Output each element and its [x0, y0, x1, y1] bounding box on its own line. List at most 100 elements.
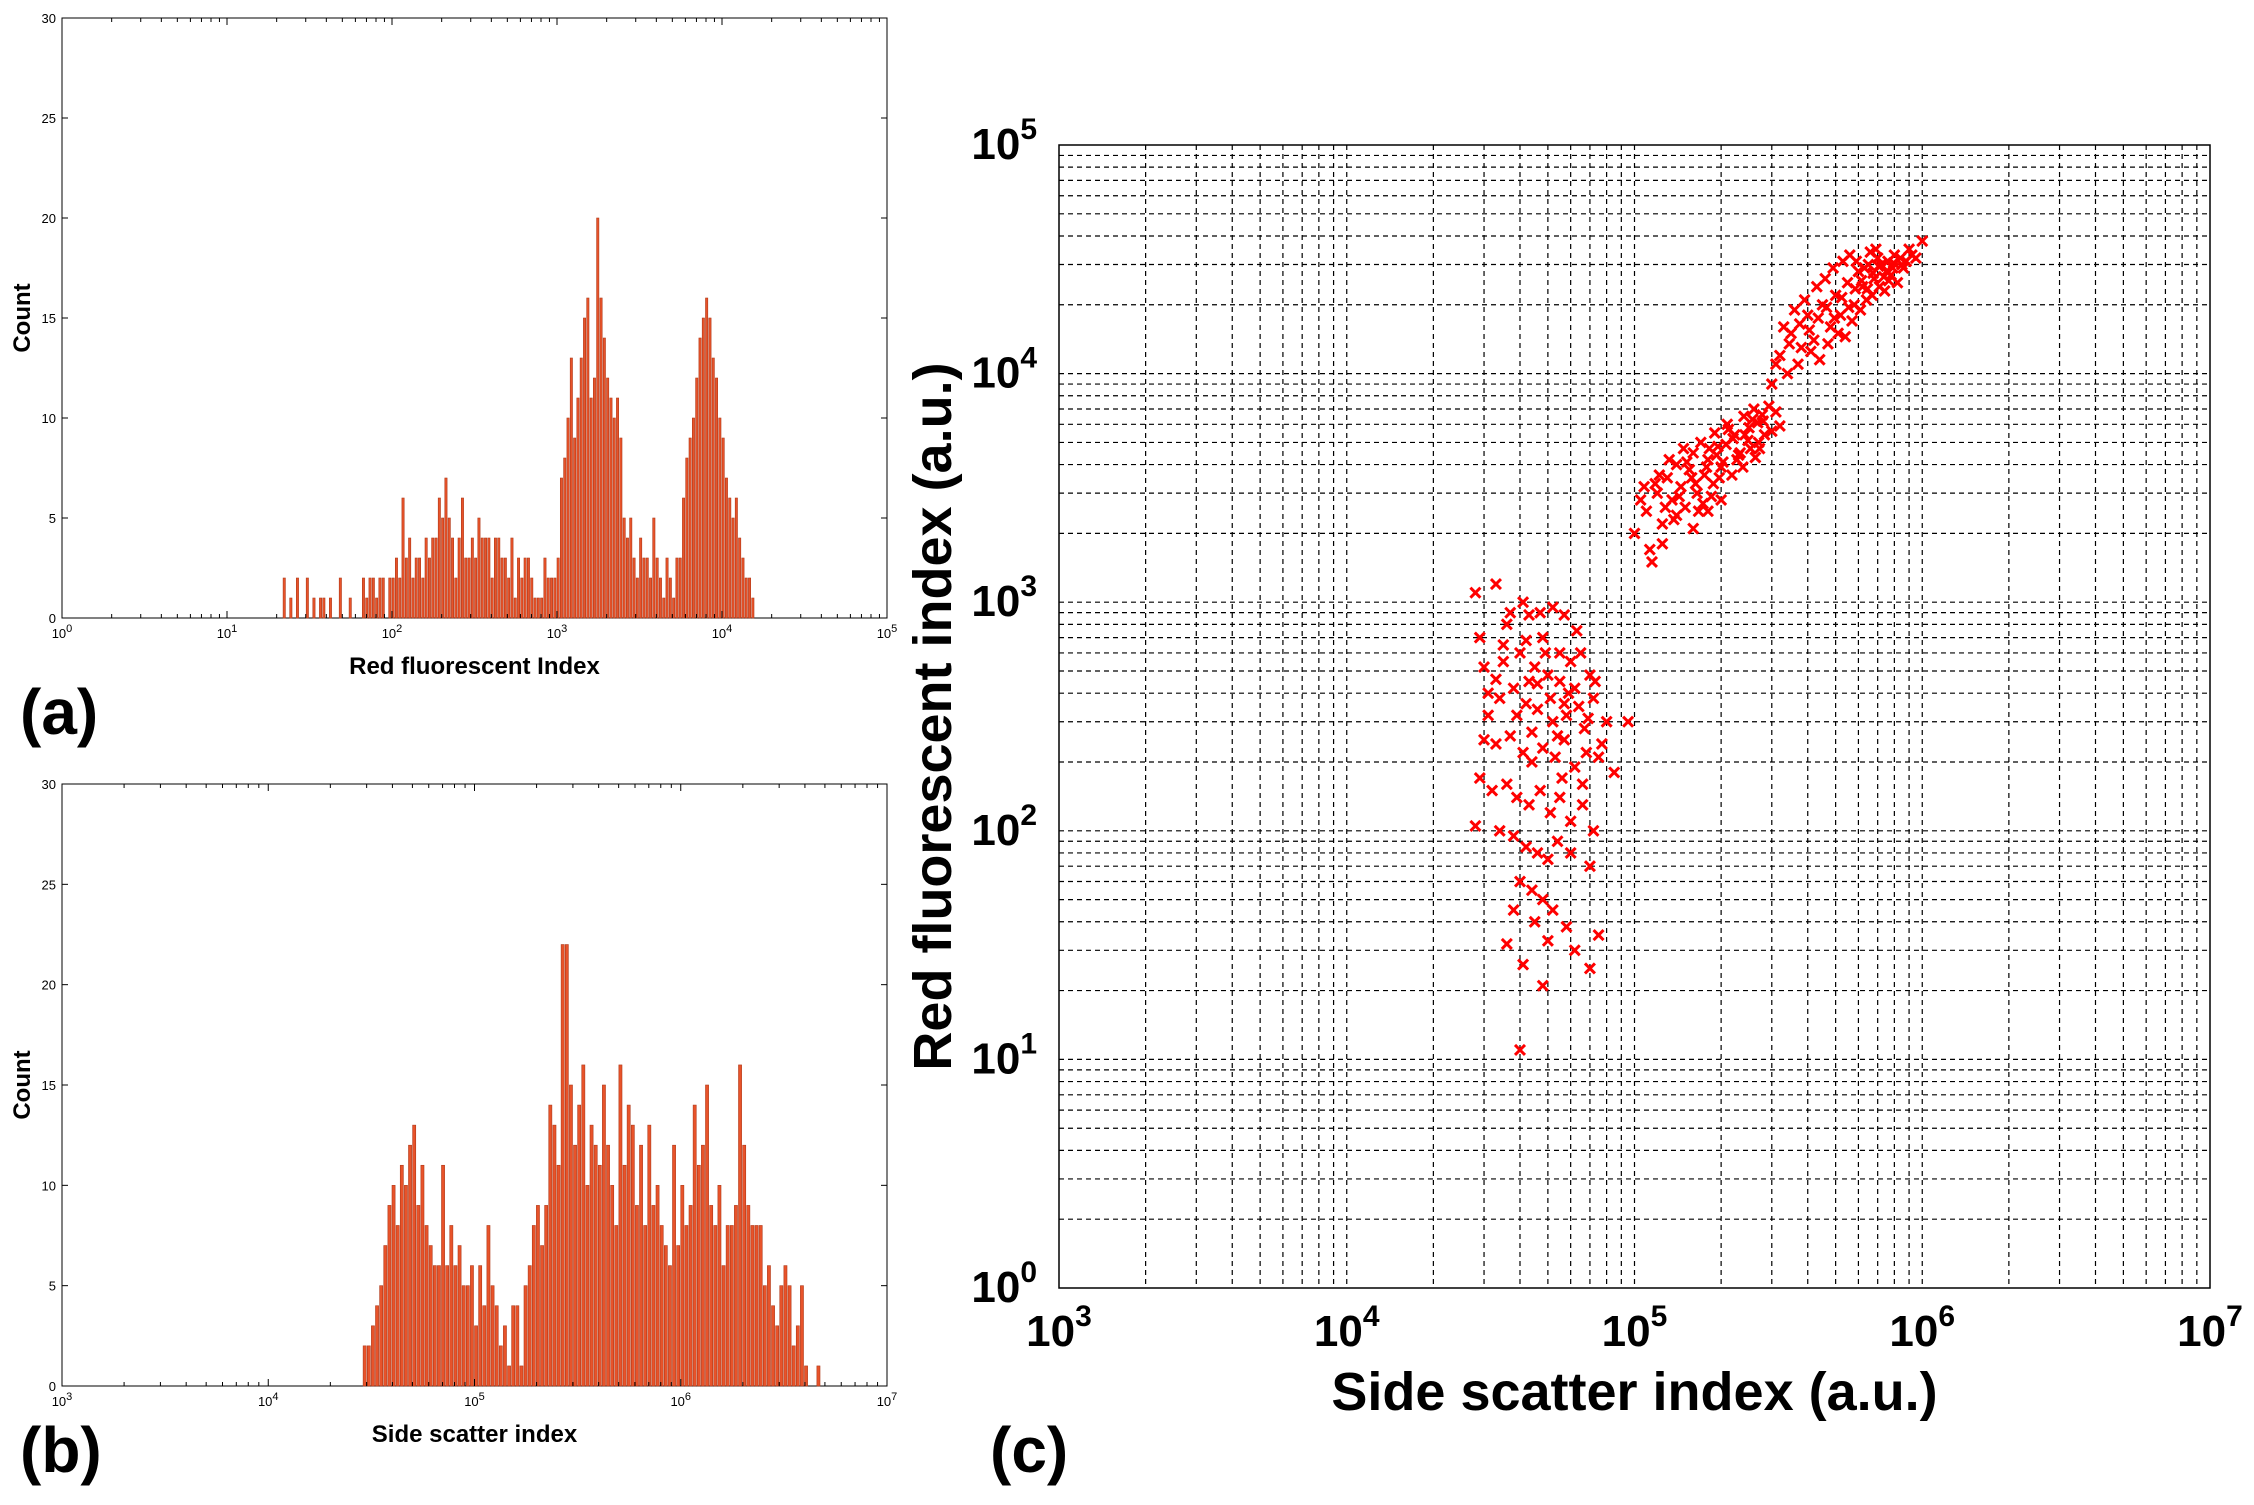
scatter-point-stroke	[1645, 555, 1659, 569]
histogram-bar	[474, 1325, 478, 1387]
scatter-point	[1497, 655, 1510, 668]
scatter-point-stroke	[1555, 772, 1569, 785]
scatter-point	[1651, 487, 1664, 500]
histogram-bar	[544, 1205, 549, 1387]
histogram-bar	[404, 1185, 408, 1387]
x-tick-label: 107	[877, 1391, 898, 1409]
x-axis-label: Red fluorescent Index	[349, 653, 600, 680]
scatter-point	[1852, 265, 1865, 278]
histogram-bar	[655, 1185, 660, 1387]
histogram-bar	[659, 1225, 664, 1387]
scatter-point-stroke	[1525, 755, 1538, 769]
scatter-point	[1493, 824, 1506, 837]
scatter-point-stroke	[1765, 377, 1778, 391]
scatter-point-stroke	[1852, 265, 1865, 278]
histogram-a: 0 5 10 15 20 25 30 100 101 102 103 104 105 Red fluore…	[9, 11, 897, 680]
scatter-point	[1828, 311, 1841, 325]
scatter-point-stroke	[1795, 341, 1808, 354]
histogram-bar	[388, 577, 392, 619]
histogram-bar	[546, 577, 550, 619]
scatter-point-stroke	[1677, 442, 1690, 455]
histogram-bar	[418, 557, 421, 619]
histogram-bar	[523, 1285, 528, 1387]
scatter-point-stroke	[1773, 349, 1786, 362]
scatter-point	[1821, 337, 1834, 350]
y-tick-label: 101	[971, 1027, 1037, 1083]
scatter-point	[1691, 487, 1704, 500]
scatter-point-stroke	[1489, 578, 1503, 591]
scatter-point	[1713, 471, 1726, 484]
scatter-point-stroke	[1737, 410, 1750, 423]
histogram-bar	[602, 337, 606, 619]
scatter-point-stroke	[1536, 631, 1549, 644]
x-tick-label: 106	[1889, 1300, 1955, 1356]
scatter-point-stroke	[1820, 301, 1833, 314]
histogram-bar	[734, 497, 738, 619]
scatter-point-stroke	[1638, 480, 1651, 493]
scatter-point-stroke	[1781, 367, 1794, 380]
histogram-bar	[507, 577, 511, 619]
scatter-point	[1534, 606, 1547, 619]
scatter-point	[1803, 324, 1816, 337]
scatter-point-stroke	[1576, 778, 1589, 791]
scatter-point	[1582, 712, 1595, 725]
histogram-bar	[536, 1205, 540, 1387]
scatter-point-stroke	[1716, 456, 1730, 469]
histogram-bar	[729, 1225, 734, 1387]
scatter-point-stroke	[1572, 700, 1585, 713]
scatter-point	[1469, 819, 1482, 833]
scatter-point-stroke	[1788, 303, 1801, 316]
scatter-point-stroke	[1656, 517, 1669, 530]
panel-label-a: (a)	[20, 676, 99, 748]
scatter-point	[1572, 700, 1585, 713]
histogram-bar	[517, 557, 521, 619]
histogram-bar	[477, 517, 481, 619]
histogram-bar	[550, 577, 554, 619]
scatter-point	[1536, 742, 1549, 755]
scatter-point	[1531, 703, 1544, 716]
scatter-point	[1473, 772, 1486, 785]
histogram-bar	[750, 1225, 755, 1387]
x-tick-label: 102	[382, 623, 403, 641]
panel-label-b: (b)	[20, 1414, 102, 1486]
scatter-point	[1700, 461, 1713, 474]
scatter-point	[1747, 402, 1760, 416]
histogram-bar	[577, 1104, 582, 1387]
histogram-bar	[701, 317, 705, 619]
histogram-bar	[305, 577, 309, 619]
scatter-point	[1758, 428, 1771, 441]
scatter-point	[1536, 631, 1549, 644]
scatter-point-stroke	[1850, 255, 1863, 268]
histogram-bar	[412, 1124, 417, 1387]
histogram-bar	[515, 1305, 520, 1387]
scatter-point-stroke	[1493, 692, 1506, 705]
scatter-point	[1583, 860, 1596, 873]
histogram-bar	[484, 537, 487, 619]
scatter-point	[1570, 624, 1583, 637]
histogram-bar	[560, 944, 565, 1387]
scatter-point-stroke	[1634, 493, 1647, 507]
scatter-point-stroke	[1564, 815, 1577, 828]
scatter-point	[1520, 697, 1533, 710]
histogram-bar	[668, 577, 672, 619]
histogram-bar	[630, 1124, 635, 1387]
histogram-bar	[643, 1225, 648, 1387]
scatter-point	[1546, 601, 1559, 614]
scatter-point-stroke	[1869, 243, 1882, 256]
scatter-point	[1795, 341, 1808, 354]
scatter-point-stroke	[1663, 453, 1676, 466]
scatter-point	[1544, 692, 1557, 705]
scatter-point-stroke	[1522, 675, 1536, 688]
scatter-point-stroke	[1747, 402, 1760, 416]
histogram-bar	[460, 497, 464, 619]
histogram-bar	[395, 1225, 400, 1387]
histogram-bar	[589, 1124, 594, 1387]
scatter-point-stroke	[1546, 601, 1559, 614]
scatter-point-stroke	[1564, 846, 1577, 860]
scatter-point-stroke	[1574, 646, 1587, 659]
scatter-point	[1553, 675, 1566, 688]
histogram-bar	[556, 1164, 561, 1387]
histogram-bar	[573, 437, 577, 619]
y-tick-label: 15	[42, 311, 56, 326]
histogram-bar	[408, 537, 412, 619]
